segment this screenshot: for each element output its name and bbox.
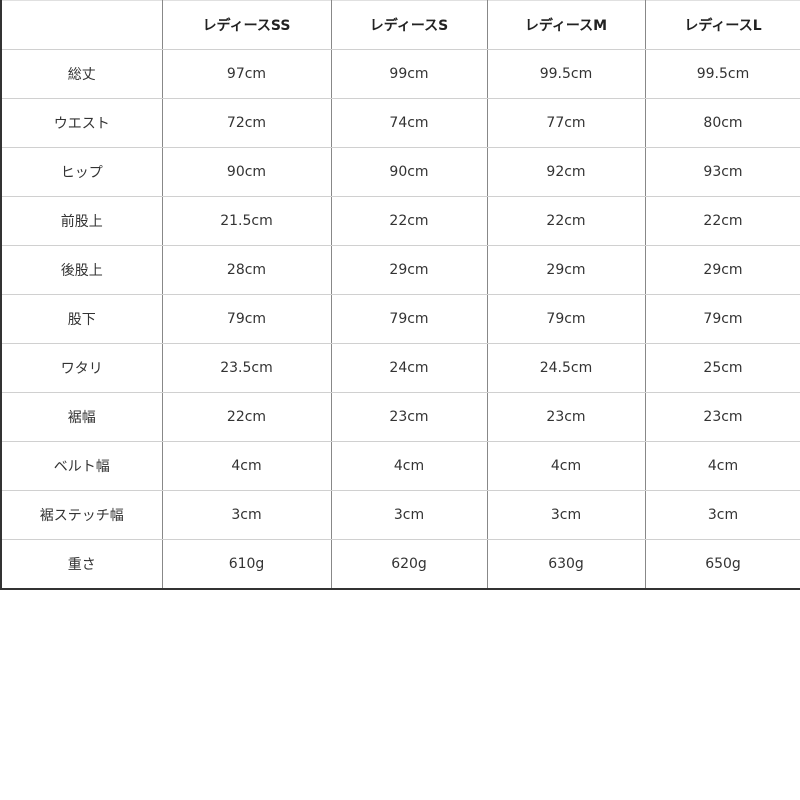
measurement-value: 610g [161, 539, 332, 590]
measurement-value: 630g [486, 539, 646, 590]
measurement-value: 25cm [644, 343, 800, 393]
measurement-label: 重さ [0, 539, 163, 590]
table-row: 重さ 610g 620g 630g 650g [0, 539, 800, 590]
measurement-value: 99.5cm [644, 49, 800, 99]
measurement-value: 4cm [644, 441, 800, 491]
measurement-value: 72cm [161, 98, 332, 148]
size-table: レディースSS レディースS レディースM レディースL 総丈 97cm 99cm 99.5… [0, 0, 800, 590]
table-row: ワタリ 23.5cm 24cm 24.5cm 25cm [0, 343, 800, 393]
table-row: 股下 79cm 79cm 79cm 79cm [0, 294, 800, 344]
size-header-cell: レディースM [486, 0, 646, 50]
measurement-value: 23cm [330, 392, 488, 442]
measurement-value: 4cm [330, 441, 488, 491]
measurement-value: 29cm [330, 245, 488, 295]
measurement-value: 3cm [161, 490, 332, 540]
size-header-cell: レディースL [644, 0, 800, 50]
corner-header-cell [0, 0, 163, 50]
measurement-value: 24cm [330, 343, 488, 393]
table-row: ヒップ 90cm 90cm 92cm 93cm [0, 147, 800, 197]
measurement-value: 99cm [330, 49, 488, 99]
measurement-value: 79cm [330, 294, 488, 344]
measurement-value: 620g [330, 539, 488, 590]
measurement-value: 29cm [486, 245, 646, 295]
measurement-label: 総丈 [0, 49, 163, 99]
measurement-value: 650g [644, 539, 800, 590]
table-row: 前股上 21.5cm 22cm 22cm 22cm [0, 196, 800, 246]
measurement-value: 97cm [161, 49, 332, 99]
measurement-value: 21.5cm [161, 196, 332, 246]
measurement-value: 22cm [161, 392, 332, 442]
measurement-value: 4cm [486, 441, 646, 491]
measurement-value: 80cm [644, 98, 800, 148]
table-row: 裾幅 22cm 23cm 23cm 23cm [0, 392, 800, 442]
measurement-label: 後股上 [0, 245, 163, 295]
measurement-value: 3cm [330, 490, 488, 540]
measurement-value: 23.5cm [161, 343, 332, 393]
table-row: ウエスト 72cm 74cm 77cm 80cm [0, 98, 800, 148]
measurement-label: 裾ステッチ幅 [0, 490, 163, 540]
header-row: レディースSS レディースS レディースM レディースL [0, 0, 800, 50]
measurement-label: ヒップ [0, 147, 163, 197]
table-row: 裾ステッチ幅 3cm 3cm 3cm 3cm [0, 490, 800, 540]
table-row: 後股上 28cm 29cm 29cm 29cm [0, 245, 800, 295]
measurement-value: 28cm [161, 245, 332, 295]
measurement-value: 93cm [644, 147, 800, 197]
measurement-label: 裾幅 [0, 392, 163, 442]
measurement-value: 90cm [330, 147, 488, 197]
measurement-value: 22cm [486, 196, 646, 246]
measurement-value: 23cm [644, 392, 800, 442]
table-row: ベルト幅 4cm 4cm 4cm 4cm [0, 441, 800, 491]
size-header-cell: レディースSS [161, 0, 332, 50]
measurement-value: 77cm [486, 98, 646, 148]
measurement-value: 79cm [644, 294, 800, 344]
measurement-label: 股下 [0, 294, 163, 344]
measurement-label: ベルト幅 [0, 441, 163, 491]
measurement-value: 22cm [330, 196, 488, 246]
measurement-value: 92cm [486, 147, 646, 197]
measurement-value: 22cm [644, 196, 800, 246]
measurement-value: 3cm [486, 490, 646, 540]
measurement-value: 79cm [161, 294, 332, 344]
measurement-label: 前股上 [0, 196, 163, 246]
measurement-value: 74cm [330, 98, 488, 148]
measurement-value: 99.5cm [486, 49, 646, 99]
measurement-value: 90cm [161, 147, 332, 197]
size-header-cell: レディースS [330, 0, 488, 50]
measurement-value: 79cm [486, 294, 646, 344]
measurement-value: 29cm [644, 245, 800, 295]
measurement-value: 23cm [486, 392, 646, 442]
measurement-value: 3cm [644, 490, 800, 540]
table-row: 総丈 97cm 99cm 99.5cm 99.5cm [0, 49, 800, 99]
measurement-label: ワタリ [0, 343, 163, 393]
measurement-label: ウエスト [0, 98, 163, 148]
measurement-value: 24.5cm [486, 343, 646, 393]
measurement-value: 4cm [161, 441, 332, 491]
